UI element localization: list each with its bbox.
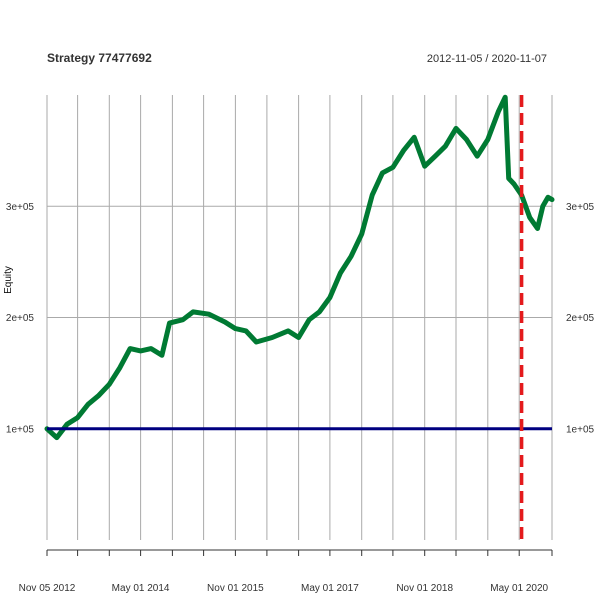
date-range: 2012-11-05 / 2020-11-07 (427, 53, 547, 65)
y-tick-label-right: 3e+05 (566, 202, 595, 213)
y-tick-label-left: 2e+05 (6, 313, 35, 324)
overlay-lines (47, 95, 552, 540)
x-tick-label: May 01 2020 (490, 583, 548, 594)
x-tick-label: Nov 01 2018 (396, 583, 453, 594)
x-axis: Nov 05 2012 May 01 2014 Nov 01 2015 May 01 … (19, 549, 553, 594)
y-tick-label-left: 1e+05 (6, 424, 35, 435)
x-tick-label: May 01 2014 (112, 583, 170, 594)
y-tick-label-left: 3e+05 (6, 202, 35, 213)
horizontal-grid (47, 205, 552, 430)
x-tick-label: Nov 01 2015 (207, 583, 264, 594)
x-tick-label: Nov 05 2012 (19, 583, 76, 594)
y-tick-label-right: 1e+05 (566, 424, 595, 435)
y-axis-label: Equity (3, 266, 14, 294)
y-tick-label-right: 2e+05 (566, 313, 595, 324)
y-tick-labels: 1e+05 1e+05 2e+05 2e+05 3e+05 3e+05 (6, 202, 595, 435)
equity-series-line (44, 94, 555, 441)
x-tick-label: May 01 2017 (301, 583, 359, 594)
chart-title: Strategy 77477692 (47, 51, 152, 65)
series-layer (44, 94, 555, 441)
